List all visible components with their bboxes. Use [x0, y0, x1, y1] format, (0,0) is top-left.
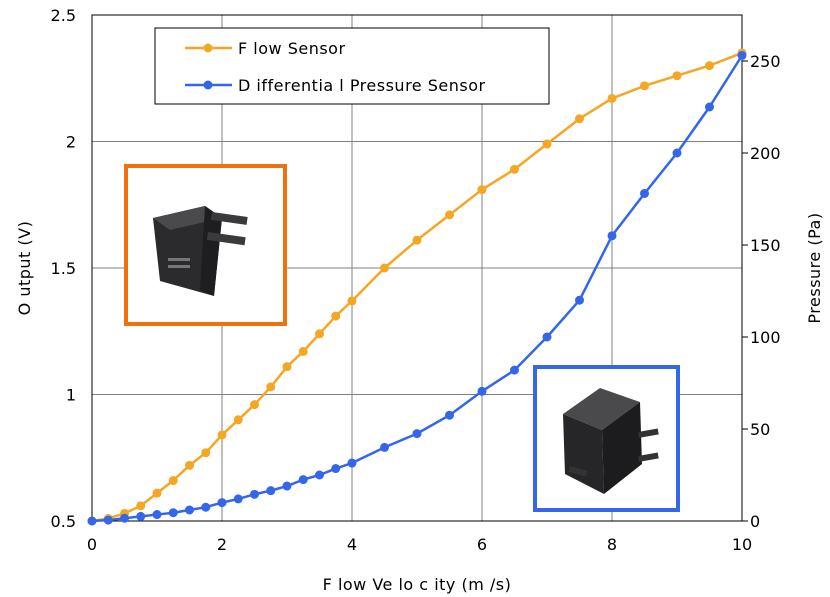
legend-label-dp: D ifferentia l Pressure Sensor	[238, 76, 486, 95]
y2-tick-label: 0	[750, 512, 760, 531]
y2-tick-label: 100	[750, 328, 781, 347]
flow-sensor-image	[153, 206, 248, 296]
x-tick-label: 8	[607, 535, 617, 554]
y-tick-label: 2	[66, 133, 76, 152]
data-point-flow	[266, 382, 276, 392]
data-point-dp	[152, 510, 162, 520]
data-point-flow	[152, 488, 162, 498]
data-point-flow	[217, 430, 227, 440]
legend-marker-dp	[203, 80, 213, 90]
data-point-dp	[607, 231, 617, 241]
data-point-flow	[201, 448, 211, 458]
legend-box	[154, 27, 550, 105]
data-point-dp	[510, 365, 519, 375]
data-point-flow	[282, 362, 292, 372]
data-point-flow	[233, 415, 243, 425]
y2-tick-label: 200	[750, 144, 781, 163]
data-point-dp	[477, 386, 487, 396]
dp-sensor-image	[563, 388, 659, 494]
x-tick-label: 6	[477, 535, 487, 554]
data-point-dp	[575, 295, 584, 305]
data-point-dp	[233, 494, 243, 504]
data-point-dp	[103, 515, 113, 525]
y2-tick-label: 50	[750, 420, 770, 439]
legend-marker-flow	[203, 43, 213, 53]
data-point-dp	[185, 505, 194, 515]
data-point-flow	[298, 346, 308, 356]
data-point-flow	[705, 61, 714, 71]
data-point-dp	[298, 475, 308, 485]
data-point-dp	[705, 102, 714, 112]
plot-area-border	[91, 14, 743, 522]
ticks: 0 2 4 6 8 10 0.5 1 1.5 2 2.5 0 50 100 150 200 250	[51, 6, 781, 554]
data-point-flow	[640, 81, 649, 91]
data-point-dp	[201, 502, 211, 512]
data-point-flow	[136, 501, 146, 511]
data-point-dp	[217, 498, 227, 508]
data-point-flow	[168, 476, 178, 486]
data-point-dp	[380, 442, 389, 452]
data-point-dp	[136, 511, 146, 521]
x-tick-label: 0	[87, 535, 97, 554]
data-point-flow	[412, 235, 422, 245]
legend: F low Sensor D ifferentia l Pressure Sen…	[154, 27, 550, 105]
y-axis-title: O utput (V)	[15, 221, 34, 316]
data-point-dp	[315, 470, 324, 480]
data-point-flow	[607, 93, 617, 103]
data-point-dp	[168, 508, 178, 518]
data-point-flow	[477, 185, 487, 195]
data-point-dp	[331, 464, 341, 474]
data-point-dp	[542, 332, 552, 342]
data-point-flow	[250, 400, 259, 410]
data-point-flow	[542, 139, 552, 149]
data-point-flow	[575, 114, 584, 124]
x-tick-label: 2	[217, 535, 227, 554]
data-point-flow	[347, 296, 357, 306]
flow-sensor-inset	[124, 164, 287, 326]
data-point-dp	[87, 516, 97, 526]
legend-label-flow: F low Sensor	[238, 39, 346, 58]
data-point-dp	[250, 489, 259, 499]
data-point-dp	[120, 513, 129, 523]
series	[87, 48, 747, 526]
x-tick-label: 10	[732, 535, 752, 554]
data-point-dp	[672, 148, 682, 158]
x-tick-label: 4	[347, 535, 357, 554]
data-point-dp	[347, 458, 357, 468]
y-tick-label: 1.5	[51, 259, 76, 278]
y2-axis-title: Pressure (Pa)	[805, 212, 824, 323]
data-point-flow	[331, 311, 341, 321]
data-point-dp	[412, 429, 422, 439]
data-point-dp	[282, 481, 292, 491]
data-point-flow	[445, 210, 454, 220]
data-point-flow	[672, 71, 682, 81]
data-point-flow	[185, 460, 194, 470]
y2-tick-label: 250	[750, 52, 781, 71]
data-point-flow	[315, 329, 324, 339]
y-tick-label: 2.5	[51, 6, 76, 25]
data-point-flow	[510, 164, 519, 174]
x-axis-title: F low Ve lo c ity (m /s)	[323, 575, 512, 594]
dp-sensor-inset	[533, 365, 680, 512]
data-point-dp	[266, 486, 276, 496]
y2-tick-label: 150	[750, 236, 781, 255]
data-point-flow	[380, 263, 389, 273]
data-point-dp	[737, 50, 747, 60]
data-point-dp	[445, 410, 454, 420]
data-point-dp	[640, 188, 649, 198]
y-tick-label: 0.5	[51, 512, 76, 531]
y-tick-label: 1	[66, 386, 76, 405]
